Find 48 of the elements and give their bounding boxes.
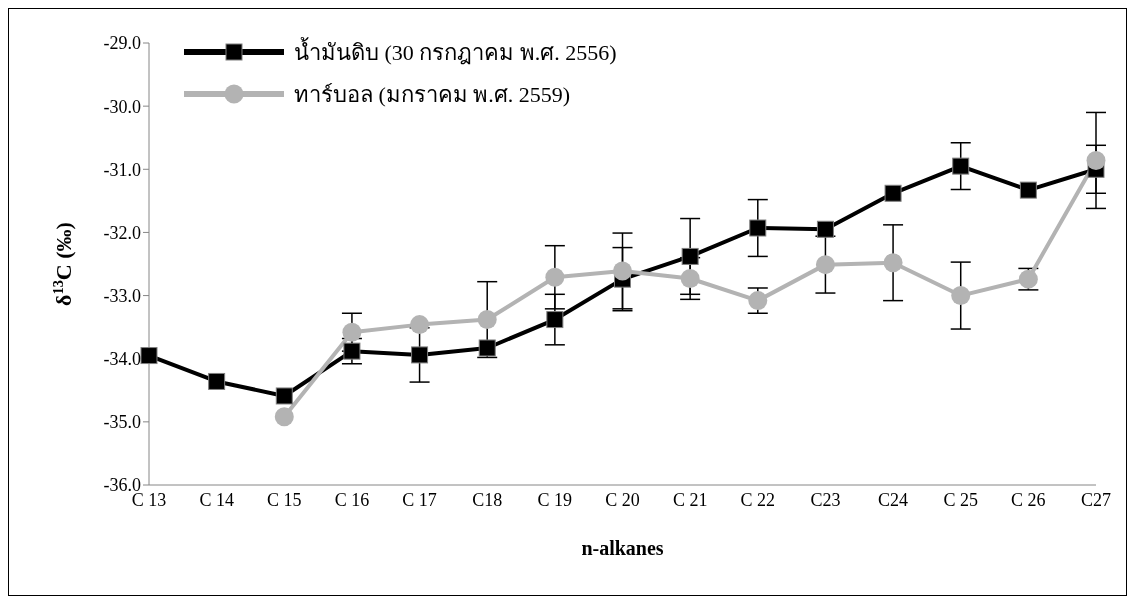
x-axis-title: n-alkanes (581, 537, 664, 559)
x-tick-label: C 17 (402, 489, 437, 510)
x-tick-label: C23 (810, 489, 841, 510)
x-tick-label: C 22 (740, 489, 776, 510)
point (342, 322, 362, 342)
point (343, 342, 361, 360)
x-tick-label: C 26 (1011, 489, 1046, 510)
point (478, 339, 496, 357)
point (410, 315, 430, 335)
y-tick-label: -29.0 (103, 33, 141, 54)
legend-label: ทาร์บอล (มกราคม พ.ศ. 2559) (294, 80, 571, 109)
point (411, 346, 429, 364)
point (1019, 181, 1037, 199)
point (680, 269, 700, 289)
x-tick-label: C 15 (267, 489, 302, 510)
y-tick-label: -31.0 (103, 159, 141, 180)
legend-label: น้ำมันดิบ (30 กรกฎาคม พ.ศ. 2556) (294, 36, 617, 67)
point (140, 347, 158, 365)
point (274, 407, 294, 427)
point (613, 261, 632, 281)
point (546, 311, 564, 329)
x-tick-label: C27 (1080, 489, 1112, 510)
point (681, 247, 699, 265)
point (275, 387, 293, 405)
point (477, 310, 497, 330)
y-tick-label: -34.0 (103, 349, 141, 370)
y-tick-label: -35.0 (103, 412, 141, 433)
point (1086, 150, 1106, 170)
y-tick-label: -33.0 (103, 285, 141, 306)
x-tick-label: C18 (472, 489, 503, 510)
point (952, 157, 970, 175)
point (545, 267, 565, 287)
y-tick-label: -32.0 (103, 222, 141, 243)
x-tick-label: C24 (878, 489, 909, 510)
point (884, 184, 902, 202)
x-tick-label: C 16 (334, 489, 370, 510)
x-tick-label: C 19 (537, 489, 573, 510)
point (208, 372, 226, 390)
point (749, 219, 767, 237)
x-tick-label: C 20 (605, 489, 640, 510)
point (815, 255, 835, 275)
point (951, 286, 971, 306)
x-tick-label: C 14 (199, 489, 234, 510)
point (883, 253, 903, 273)
point (816, 220, 834, 238)
x-tick-label: C 25 (943, 489, 978, 510)
y-tick-label: -30.0 (103, 96, 141, 117)
x-tick-label: C 21 (672, 489, 708, 510)
